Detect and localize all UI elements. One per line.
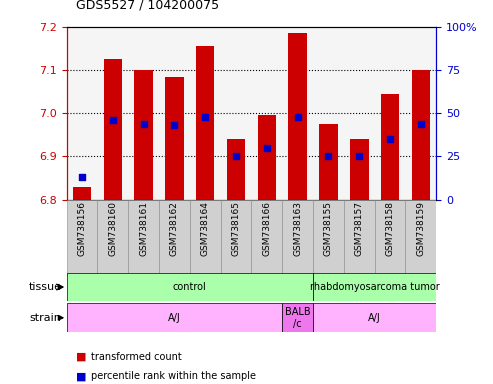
Text: GSM738157: GSM738157 <box>355 201 364 256</box>
Bar <box>104 59 122 200</box>
Text: BALB
/c: BALB /c <box>285 307 311 329</box>
Bar <box>67 273 313 301</box>
Bar <box>67 303 282 332</box>
Bar <box>134 70 153 200</box>
Point <box>324 153 332 159</box>
Bar <box>190 200 221 276</box>
Point <box>294 114 302 120</box>
Text: GSM738159: GSM738159 <box>417 201 425 256</box>
Text: GSM738155: GSM738155 <box>324 201 333 256</box>
Bar <box>98 200 128 276</box>
Text: GSM738156: GSM738156 <box>77 201 86 256</box>
Point <box>201 114 209 120</box>
Bar <box>344 200 375 276</box>
Text: GSM738160: GSM738160 <box>108 201 117 256</box>
Text: A/J: A/J <box>168 313 181 323</box>
Bar <box>227 139 245 200</box>
Point <box>263 145 271 151</box>
Bar <box>319 124 338 200</box>
Point <box>355 153 363 159</box>
Bar <box>350 139 368 200</box>
Text: GDS5527 / 104200075: GDS5527 / 104200075 <box>76 0 219 12</box>
Bar <box>251 200 282 276</box>
Bar <box>313 303 436 332</box>
Text: control: control <box>173 282 207 292</box>
Bar <box>159 200 190 276</box>
Text: GSM738158: GSM738158 <box>386 201 394 256</box>
Text: GSM738161: GSM738161 <box>139 201 148 256</box>
Text: strain: strain <box>30 313 62 323</box>
Bar <box>221 200 251 276</box>
Bar <box>288 33 307 200</box>
Text: A/J: A/J <box>368 313 381 323</box>
Point <box>171 122 178 129</box>
Point <box>140 121 147 127</box>
Point <box>78 174 86 180</box>
Text: percentile rank within the sample: percentile rank within the sample <box>91 371 256 381</box>
Bar <box>257 116 276 200</box>
Text: GSM738166: GSM738166 <box>262 201 271 256</box>
Text: ■: ■ <box>76 352 87 362</box>
Bar <box>128 200 159 276</box>
Text: ■: ■ <box>76 371 87 381</box>
Text: GSM738163: GSM738163 <box>293 201 302 256</box>
Bar <box>313 273 436 301</box>
Bar <box>412 70 430 200</box>
Bar <box>282 303 313 332</box>
Bar <box>313 200 344 276</box>
Text: rhabdomyosarcoma tumor: rhabdomyosarcoma tumor <box>310 282 440 292</box>
Text: tissue: tissue <box>29 282 62 292</box>
Bar <box>375 200 405 276</box>
Text: GSM738162: GSM738162 <box>170 201 179 256</box>
Bar <box>405 200 436 276</box>
Point <box>109 117 117 123</box>
Bar <box>196 46 214 200</box>
Bar <box>165 76 184 200</box>
Point <box>417 121 425 127</box>
Point <box>232 153 240 159</box>
Text: GSM738164: GSM738164 <box>201 201 210 256</box>
Bar <box>73 187 91 200</box>
Bar <box>282 200 313 276</box>
Text: GSM738165: GSM738165 <box>232 201 241 256</box>
Bar <box>381 94 399 200</box>
Bar <box>67 200 98 276</box>
Point <box>386 136 394 142</box>
Text: transformed count: transformed count <box>91 352 182 362</box>
